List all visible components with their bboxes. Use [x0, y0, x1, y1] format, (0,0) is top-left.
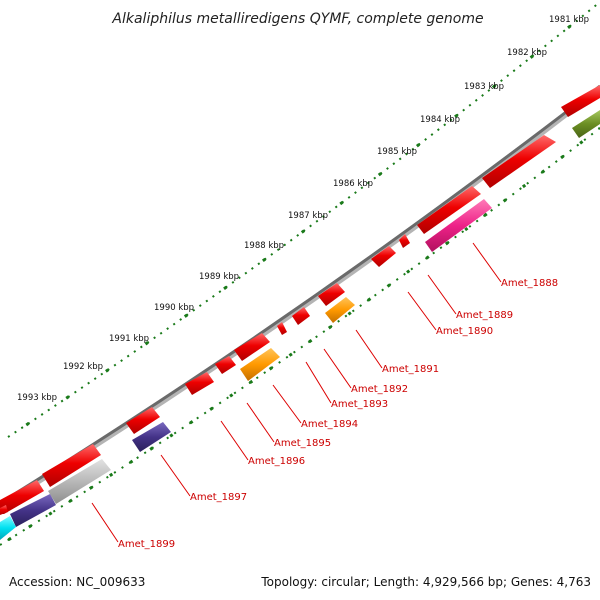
leader-amet-1891 [355, 329, 383, 369]
gene-amet-1889[interactable] [371, 246, 396, 267]
kbp-label-1990: 1990 kbp [154, 303, 194, 313]
kbp-label-1984: 1984 kbp [420, 115, 460, 125]
gene-label-amet-1895[interactable]: Amet_1895 [274, 438, 331, 449]
gene-label-amet-1891[interactable]: Amet_1891 [382, 364, 439, 375]
gene-purple-1897[interactable] [132, 422, 171, 452]
leader-amet-1897 [160, 454, 191, 497]
kbp-labels: 1981 kbp 1982 kbp 1983 kbp 1984 kbp 1985… [17, 15, 589, 403]
kbp-label-1988: 1988 kbp [244, 241, 284, 251]
gene-label-amet-1899[interactable]: Amet_1899 [118, 539, 175, 550]
leader-amet-1889 [427, 274, 457, 315]
gene-amet-1888[interactable] [425, 199, 492, 252]
gene-label-group: Amet_1888 Amet_1889 Amet_1890 Amet_1891 … [118, 278, 558, 550]
kbp-label-1991: 1991 kbp [109, 334, 149, 344]
gene-amet-1899[interactable] [10, 494, 56, 527]
gene-label-amet-1897[interactable]: Amet_1897 [190, 492, 247, 503]
gene-label-amet-1888[interactable]: Amet_1888 [501, 278, 558, 289]
kbp-label-1987: 1987 kbp [288, 211, 328, 221]
gene-label-amet-1889[interactable]: Amet_1889 [456, 310, 513, 321]
gene-arrow-red-left-1[interactable] [42, 444, 101, 487]
gene-amet-1893[interactable] [277, 322, 287, 335]
genome-summary-text: Topology: circular; Length: 4,929,566 bp… [260, 575, 591, 589]
gene-amet-1890[interactable] [318, 283, 345, 306]
accession-text: Accession: NC_009633 [9, 575, 145, 589]
label-leader-lines [91, 242, 502, 543]
leader-amet-1899 [91, 502, 119, 543]
gene-label-amet-1894[interactable]: Amet_1894 [301, 419, 358, 430]
gene-amet-1891[interactable] [325, 297, 355, 323]
gene-amet-1896[interactable] [215, 356, 236, 374]
gene-amet-1894[interactable] [234, 333, 270, 361]
gene-amet-1897[interactable] [126, 407, 160, 434]
leader-amet-1894 [272, 384, 302, 424]
kbp-scale-dotted-arc [7, 0, 600, 439]
gene-arrow-red-left-2[interactable] [0, 480, 44, 514]
gene-arrow-red-small-1[interactable] [399, 234, 410, 248]
gene-amet-1892[interactable] [292, 307, 310, 325]
leader-amet-1893 [305, 361, 332, 404]
gene-gray-left[interactable] [48, 459, 111, 504]
kbp-label-1985: 1985 kbp [377, 147, 417, 157]
gene-features [0, 85, 600, 540]
leader-amet-1892 [323, 348, 352, 389]
gene-cyan-edge[interactable] [0, 516, 16, 540]
kbp-label-1992: 1992 kbp [63, 362, 103, 372]
gene-arrow-red-large-2[interactable] [417, 186, 481, 234]
gene-red-tiny-left[interactable] [0, 505, 8, 515]
gene-label-amet-1896[interactable]: Amet_1896 [248, 456, 305, 467]
leader-amet-1896 [220, 420, 249, 461]
gene-amet-1895[interactable] [240, 348, 280, 381]
kbp-label-1982: 1982 kbp [507, 48, 547, 58]
kbp-label-1986: 1986 kbp [333, 179, 373, 189]
gene-label-amet-1890[interactable]: Amet_1890 [436, 326, 493, 337]
kbp-label-1993: 1993 kbp [17, 393, 57, 403]
map-title: Alkaliphilus metalliredigens QYMF, compl… [111, 11, 483, 27]
gene-arrow-red-large-1[interactable] [482, 135, 556, 188]
gene-label-amet-1893[interactable]: Amet_1893 [331, 399, 388, 410]
leader-amet-1895 [246, 402, 275, 443]
gene-arrow-right-edge-red[interactable] [561, 85, 600, 117]
leader-amet-1888 [472, 242, 502, 283]
kbp-label-1981: 1981 kbp [549, 15, 589, 25]
gene-label-amet-1892[interactable]: Amet_1892 [351, 384, 408, 395]
kbp-label-1983: 1983 kbp [464, 82, 504, 92]
leader-amet-1890 [407, 291, 437, 331]
gene-arrow-right-edge-olive[interactable] [572, 110, 600, 138]
kbp-label-1989: 1989 kbp [199, 272, 239, 282]
gene-arrow-red-mid[interactable] [185, 372, 214, 395]
